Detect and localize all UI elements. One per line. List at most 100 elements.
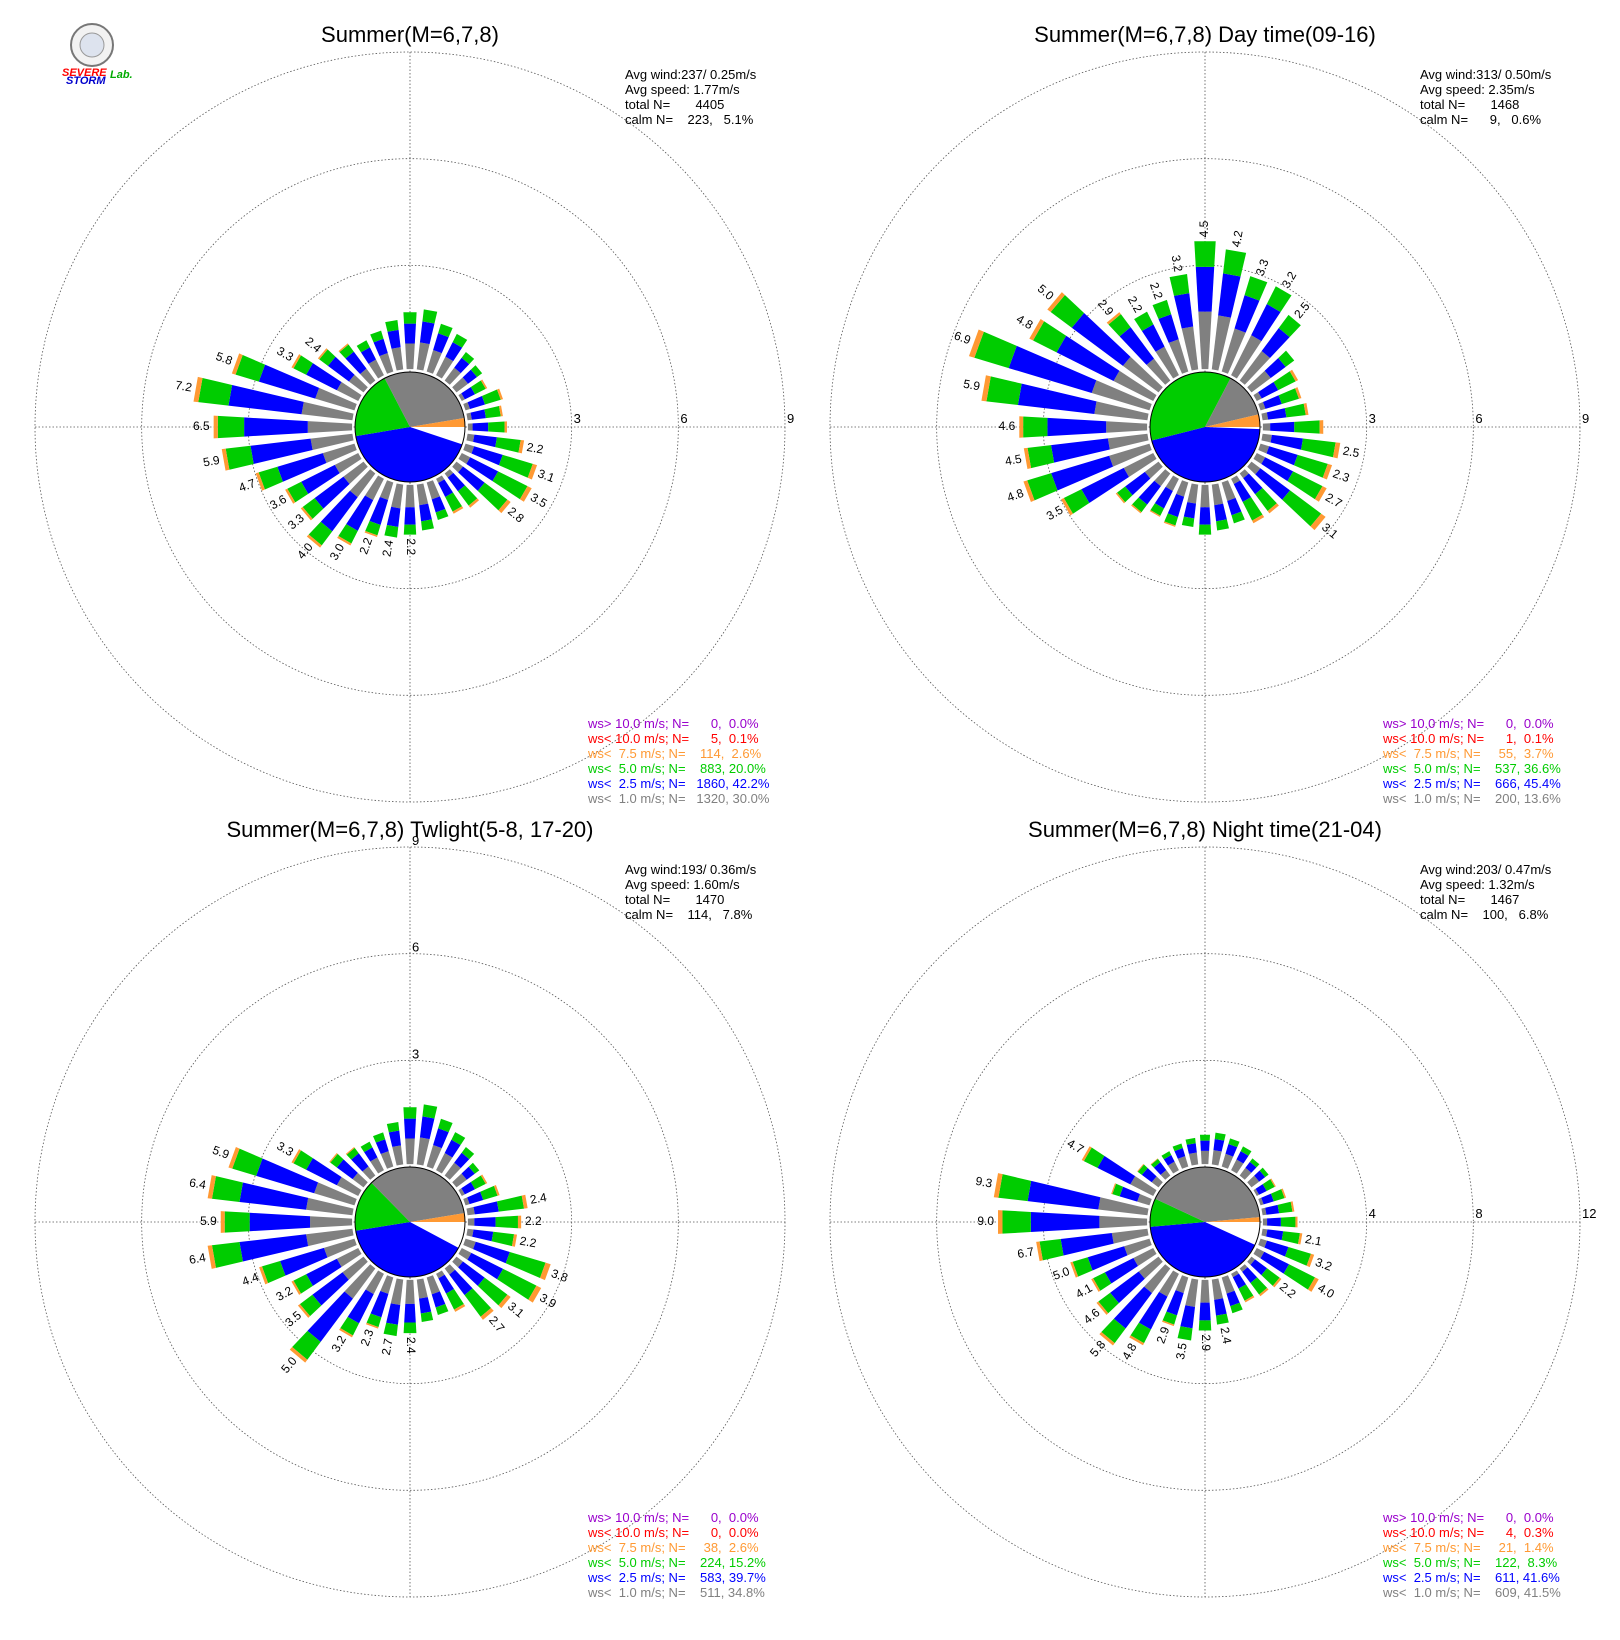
petal-label: 2.2 [404, 538, 418, 555]
stat-line: calm N= 223, 5.1% [625, 112, 754, 127]
petal-segment [468, 1162, 480, 1174]
petal-segment [457, 485, 478, 506]
grid-ring [141, 158, 679, 696]
petal-segment [1168, 339, 1189, 374]
petal-segment [461, 1166, 475, 1180]
petal-segment [1242, 1267, 1258, 1283]
petal-segment [386, 1303, 401, 1325]
petal-segment [1002, 1210, 1031, 1234]
petal-segment [259, 1266, 269, 1285]
petal-segment [1125, 471, 1151, 496]
petal-label: 2.3 [1331, 466, 1352, 485]
windrose-panel-1: 3 6 92.23.13.52.82.22.42.23.04.03.33.64.75… [34, 22, 794, 806]
petal-segment [1231, 1270, 1239, 1278]
petal-segment [1091, 380, 1152, 411]
petal-segment [364, 1147, 378, 1162]
petal-segment [405, 1279, 415, 1304]
petal-segment [1151, 1158, 1161, 1168]
petal-segment [1250, 1277, 1268, 1295]
petal-segment [1244, 1295, 1255, 1303]
petal-segment [527, 463, 538, 480]
petal-segment [346, 1147, 359, 1160]
petal-segment [301, 464, 340, 494]
petal-segment [1216, 519, 1229, 531]
petal-segment [291, 354, 301, 369]
petal-segment [1130, 1322, 1151, 1344]
calm-pie-slice [1205, 1217, 1260, 1222]
calm-pie-slice [371, 1167, 465, 1222]
petal-segment [1117, 486, 1133, 503]
petal-segment [1251, 304, 1281, 342]
petal-label: 3.2 [1169, 254, 1186, 273]
petal-segment [1119, 327, 1155, 365]
petal-segment [360, 347, 377, 364]
petal-segment [461, 1146, 475, 1160]
legend-entry: ws< 1.0 m/s; N= 1320, 30.0% [587, 791, 770, 806]
windrose-panel-4: 4 8 122.13.24.02.22.42.93.52.94.85.84.64.1… [829, 817, 1596, 1600]
calm-pie-slice [1150, 1198, 1205, 1227]
petal-segment [426, 480, 440, 500]
petal-segment [436, 1153, 453, 1174]
petal-segment [380, 1151, 394, 1169]
ring-label: 9 [787, 411, 794, 426]
petal-label: 3.2 [274, 1283, 296, 1304]
petal-segment [1115, 492, 1126, 504]
petal-segment [1122, 356, 1163, 393]
petal-segment [1252, 514, 1265, 524]
petal-segment [403, 1322, 417, 1334]
petal-segment [1322, 463, 1333, 480]
petal-segment [384, 524, 399, 538]
petal-segment [1255, 488, 1277, 512]
petal-segment [347, 1289, 374, 1324]
petal-segment [1234, 295, 1260, 333]
legend-entry: ws< 1.0 m/s; N= 511, 34.8% [587, 1585, 765, 1600]
petal-segment [1154, 486, 1173, 509]
petal-segment [504, 421, 507, 433]
petal-label: 2.8 [505, 504, 527, 526]
petal-segment [323, 1238, 357, 1258]
lab-logo: SEVERE STORM Lab. [62, 23, 133, 87]
petal-segment [306, 1228, 354, 1247]
petal-segment [1023, 416, 1048, 438]
petal-segment [1098, 1292, 1119, 1314]
calm-pie-slice [355, 378, 410, 437]
petal-label: 6.4 [188, 1250, 207, 1267]
petal-segment [345, 351, 367, 375]
petal-segment [444, 469, 454, 478]
petal-segment [472, 422, 489, 432]
petal-segment [1165, 475, 1179, 492]
petal-segment [386, 506, 401, 527]
petal-segment [334, 453, 362, 474]
panel-title: Summer(M=6,7,8) Twlight(5-8, 17-20) [226, 817, 593, 842]
petal-segment [232, 1148, 263, 1176]
petal-segment [477, 1277, 508, 1306]
petal-segment [452, 1256, 464, 1268]
legend-entry: ws< 2.5 m/s; N= 666, 45.4% [1382, 776, 1561, 791]
petal-segment [1303, 403, 1309, 416]
petal-segment [1167, 493, 1185, 518]
petal-segment [467, 1191, 484, 1205]
petal-segment [1253, 392, 1262, 401]
petal-segment [1137, 1193, 1152, 1206]
petal-segment [1162, 1311, 1177, 1325]
petal-segment [1019, 416, 1024, 438]
petal-segment [470, 365, 483, 378]
petal-segment [1264, 1240, 1289, 1257]
petal-segment [1029, 319, 1045, 341]
petal-segment [1301, 438, 1336, 458]
legend-entry: ws> 10.0 m/s; N= 0, 0.0% [1382, 1510, 1554, 1525]
petal-segment [314, 476, 350, 509]
logo-text-b: STORM [66, 75, 106, 87]
petal-segment [364, 530, 378, 538]
petal-segment [1285, 1247, 1311, 1266]
petal-segment [1253, 453, 1266, 464]
petal-segment [1242, 497, 1263, 521]
petal-segment [404, 1303, 416, 1323]
petal-segment [458, 1248, 472, 1260]
petal-segment [1123, 453, 1157, 477]
petal-segment [1262, 1179, 1275, 1191]
petal-segment [405, 484, 415, 508]
petal-segment [1063, 489, 1090, 514]
petal-segment [1295, 387, 1302, 399]
